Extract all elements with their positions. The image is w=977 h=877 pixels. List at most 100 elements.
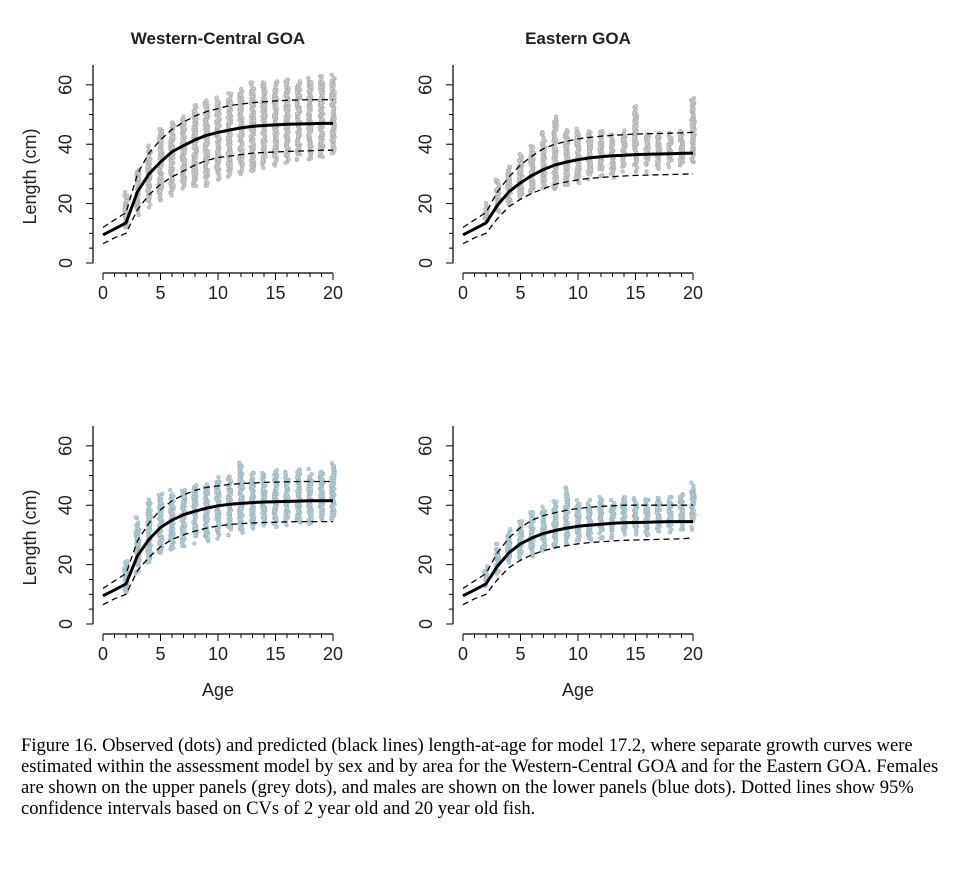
y-tick-label: 0 [56, 619, 76, 629]
observed-dot [329, 72, 334, 77]
observed-dot [633, 500, 639, 506]
observed-dot [597, 531, 602, 536]
upper-ci-line [462, 131, 694, 228]
observed-dot [529, 516, 534, 522]
observed-dot [192, 103, 197, 108]
observed-dot [214, 496, 219, 501]
observed-dot [577, 501, 582, 506]
observed-dot [148, 202, 153, 207]
observed-dot [169, 121, 175, 126]
observed-dot [329, 461, 334, 466]
y-tick-label: 0 [56, 258, 76, 268]
observed-dot [691, 106, 696, 112]
observed-dot [677, 133, 683, 139]
observed-dot [146, 197, 151, 202]
observed-dot [124, 193, 130, 198]
observed-dot [612, 501, 617, 506]
observed-dot [495, 569, 501, 574]
observed-dot [133, 515, 138, 520]
x-tick-label: 20 [323, 283, 343, 303]
observed-dot [667, 158, 672, 163]
observed-dot [294, 111, 300, 116]
x-axis-title: Age [562, 680, 594, 700]
observed-dot [229, 91, 234, 96]
observed-dot [125, 559, 130, 564]
observed-dot [182, 149, 188, 154]
figure-caption: Figure 16. Observed (dots) and predicted… [21, 735, 939, 819]
observed-dot [332, 89, 337, 95]
observed-dot [206, 536, 211, 541]
observed-dot [600, 536, 605, 541]
panel-title: Western-Central GOA [131, 29, 305, 48]
observed-dot [309, 80, 314, 85]
observed-dot [331, 76, 337, 81]
observed-dot [157, 127, 162, 132]
observed-dot [217, 111, 222, 117]
observed-dot [318, 470, 323, 475]
observed-dot [239, 167, 245, 172]
observed-dot [296, 468, 301, 473]
observed-dot [644, 169, 649, 174]
y-tick-label: 40 [56, 495, 76, 515]
panel-title: Eastern GOA [525, 29, 631, 48]
observed-dot [600, 128, 605, 134]
x-tick-label: 15 [625, 644, 645, 664]
observed-dot [214, 95, 219, 100]
y-tick-label: 40 [416, 495, 436, 515]
x-tick-label: 20 [323, 644, 343, 664]
observed-dot [577, 181, 582, 186]
observed-dot [331, 106, 337, 111]
observed-dot [689, 524, 694, 530]
x-tick-label: 0 [98, 644, 108, 664]
observed-dot [285, 152, 290, 157]
x-tick-label: 0 [458, 644, 468, 664]
observed-dot [598, 498, 603, 503]
observed-dot [530, 511, 536, 516]
length-at-age-figure: 0 20 40 60 0 5 10 15 20 Western-Central GOA Length… [20, 29, 703, 700]
observed-dot [689, 480, 694, 485]
observed-dot [644, 530, 650, 535]
observed-dot [609, 498, 614, 503]
observed-dot [622, 128, 627, 133]
y-tick-label: 20 [416, 194, 436, 214]
observed-dot [634, 124, 639, 129]
observed-dot [563, 485, 568, 490]
observed-dot [216, 488, 221, 493]
y-tick-label: 20 [56, 555, 76, 575]
observed-dot [216, 175, 221, 181]
x-tick-label: 5 [155, 283, 165, 303]
observed-dot [283, 160, 288, 165]
y-tick-label: 60 [56, 436, 76, 456]
observed-dots [482, 96, 697, 224]
y-axis-title: Length (cm) [20, 489, 40, 585]
observed-dot [574, 130, 579, 135]
observed-dot [160, 491, 165, 497]
y-tick-label: 20 [56, 194, 76, 214]
observed-dot [237, 522, 242, 527]
observed-dot [655, 158, 660, 163]
observed-dot [136, 520, 141, 525]
observed-dot [656, 139, 661, 145]
observed-dot [274, 468, 279, 473]
observed-dot [156, 492, 161, 497]
observed-dot [229, 100, 234, 105]
observed-dot [217, 520, 222, 525]
observed-dot [633, 168, 639, 174]
observed-dot [528, 543, 533, 548]
observed-dot [655, 505, 660, 511]
observed-dot [587, 497, 593, 503]
observed-dot [622, 495, 627, 500]
x-tick-label: 10 [568, 644, 588, 664]
observed-dot [250, 169, 255, 174]
observed-dot [214, 149, 220, 154]
observed-dot [250, 476, 255, 481]
observed-dot [666, 509, 671, 514]
y-axis-title: Length (cm) [20, 128, 40, 224]
observed-dot [286, 157, 291, 162]
upper-ci-line [102, 99, 333, 228]
observed-dot [309, 471, 314, 477]
observed-dot [564, 127, 569, 133]
observed-dot [284, 77, 289, 82]
observed-dot [228, 478, 233, 483]
observed-dot [204, 98, 209, 103]
